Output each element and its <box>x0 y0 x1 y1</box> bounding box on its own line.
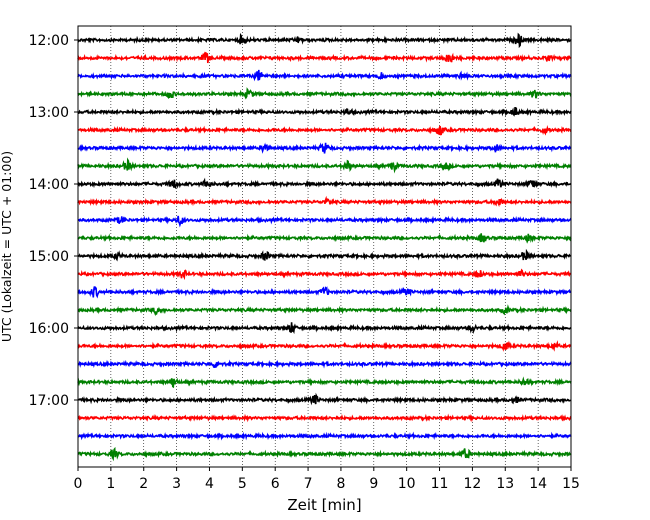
x-tick-label: 14 <box>529 476 547 492</box>
trace-1615 <box>77 340 572 352</box>
trace-1745 <box>77 446 572 462</box>
trace-1430 <box>77 215 572 228</box>
x-tick-label: 0 <box>74 476 83 492</box>
trace-group <box>77 32 572 462</box>
trace-1645 <box>77 376 572 389</box>
trace-1630 <box>77 359 572 369</box>
x-tick-label: 11 <box>431 476 449 492</box>
trace-1500 <box>77 248 572 262</box>
x-tick-label: 3 <box>172 476 181 492</box>
trace-1600 <box>77 322 572 335</box>
y-tick-label: 17:00 <box>29 393 69 409</box>
x-axis: 0 1 2 3 4 5 6 7 8 9 10 11 12 13 14 15 <box>74 467 580 492</box>
trace-1345 <box>77 157 572 174</box>
y-tick-label: 15:00 <box>29 249 69 265</box>
trace-1215 <box>77 51 572 64</box>
y-tick-label: 13:00 <box>29 105 69 121</box>
y-axis: 12:00 13:00 14:00 15:00 16:00 17:00 <box>29 33 78 409</box>
x-tick-label: 12 <box>463 476 481 492</box>
trace-1200 <box>77 32 572 49</box>
trace-1445 <box>77 233 572 244</box>
trace-1715 <box>77 413 572 423</box>
y-tick-label: 14:00 <box>29 177 69 193</box>
x-tick-label: 15 <box>562 476 580 492</box>
x-tick-label: 1 <box>106 476 115 492</box>
y-axis-label: UTC (Lokalzeit = UTC + 01:00) <box>0 151 14 342</box>
trace-1230 <box>77 69 572 82</box>
x-tick-label: 4 <box>205 476 214 492</box>
x-axis-label: Zeit [min] <box>287 496 361 514</box>
x-tick-label: 5 <box>238 476 247 492</box>
trace-1315 <box>77 124 572 136</box>
trace-1700 <box>77 392 571 406</box>
trace-1245 <box>77 87 572 100</box>
trace-1545 <box>77 304 572 317</box>
x-tick-label: 2 <box>139 476 148 492</box>
y-tick-label: 16:00 <box>29 321 69 337</box>
x-tick-label: 9 <box>369 476 378 492</box>
trace-1530 <box>77 286 572 299</box>
plot-frame <box>77 25 572 468</box>
trace-1415 <box>77 195 572 208</box>
x-tick-label: 7 <box>304 476 313 492</box>
trace-1515 <box>77 268 571 281</box>
trace-1330 <box>77 142 572 154</box>
x-tick-label: 13 <box>496 476 514 492</box>
y-tick-label: 12:00 <box>29 33 69 49</box>
trace-1300 <box>77 107 572 117</box>
trace-1730 <box>77 431 572 441</box>
trace-1400 <box>77 177 572 189</box>
x-tick-label: 8 <box>336 476 345 492</box>
x-tick-label: 6 <box>271 476 280 492</box>
x-tick-label: 10 <box>398 476 416 492</box>
